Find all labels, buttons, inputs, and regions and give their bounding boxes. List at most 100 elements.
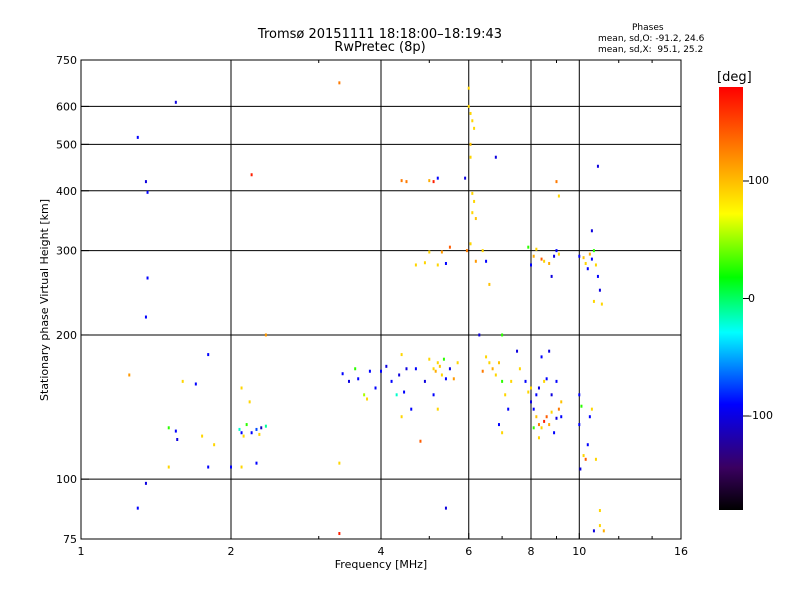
x-tick-label: 16 xyxy=(674,545,688,558)
data-point xyxy=(338,461,341,465)
data-point xyxy=(555,249,558,253)
data-point xyxy=(586,443,589,447)
data-point xyxy=(363,393,366,397)
data-point xyxy=(550,274,553,278)
data-point xyxy=(405,180,408,184)
data-point xyxy=(527,245,530,249)
y-tick-label: 750 xyxy=(56,54,77,67)
data-point xyxy=(555,180,558,184)
data-point xyxy=(432,393,435,397)
data-point xyxy=(338,81,341,85)
data-point xyxy=(338,532,341,536)
data-point xyxy=(535,415,538,419)
data-point xyxy=(194,382,197,386)
data-point xyxy=(548,349,551,353)
data-point xyxy=(207,353,210,357)
data-point xyxy=(540,355,543,359)
data-point xyxy=(596,274,599,278)
data-point xyxy=(240,465,243,469)
data-point xyxy=(588,415,591,419)
data-point xyxy=(144,315,147,319)
data-point xyxy=(594,457,597,461)
data-point xyxy=(598,288,601,292)
data-point xyxy=(469,142,472,146)
data-point xyxy=(452,377,455,381)
data-point xyxy=(532,254,535,258)
data-point xyxy=(440,250,443,254)
y-tick-label: 300 xyxy=(56,245,77,258)
data-point xyxy=(471,211,474,215)
data-point xyxy=(467,86,470,90)
data-point xyxy=(524,379,527,383)
x-tick-label: 8 xyxy=(528,545,535,558)
data-point xyxy=(557,407,560,411)
data-point xyxy=(588,252,591,256)
data-point xyxy=(501,431,504,435)
data-point xyxy=(414,367,417,371)
data-point xyxy=(550,410,553,414)
data-point xyxy=(553,431,556,435)
colorbar-tick-label: 100 xyxy=(748,174,769,187)
y-axis-label: Stationary phase Virtual Height [km] xyxy=(38,199,51,401)
data-point xyxy=(255,461,258,465)
data-point xyxy=(555,416,558,420)
data-point xyxy=(543,259,546,263)
y-tick-label: 75 xyxy=(63,533,77,546)
data-point xyxy=(557,194,560,198)
data-point xyxy=(485,259,488,263)
data-point xyxy=(144,180,147,184)
data-point xyxy=(598,509,601,513)
data-point xyxy=(469,111,472,115)
data-points xyxy=(128,81,605,536)
data-point xyxy=(167,465,170,469)
data-point xyxy=(545,377,548,381)
data-point xyxy=(469,155,472,159)
data-point xyxy=(436,263,439,267)
data-point xyxy=(598,524,601,528)
data-point xyxy=(146,190,149,194)
data-point xyxy=(582,454,585,458)
data-point xyxy=(504,393,507,397)
data-point xyxy=(550,393,553,397)
data-point xyxy=(136,135,139,139)
data-point xyxy=(436,361,439,365)
data-point xyxy=(240,431,243,435)
data-point xyxy=(347,379,350,383)
data-point xyxy=(423,379,426,383)
stats-o-mode: mean, sd,O: -91.2, 24.6 xyxy=(598,34,705,44)
data-point xyxy=(390,379,393,383)
data-point xyxy=(128,373,131,377)
data-point xyxy=(510,379,513,383)
y-tick-label: 600 xyxy=(56,100,77,113)
data-point xyxy=(543,379,546,383)
data-point xyxy=(428,250,431,254)
data-point xyxy=(501,333,504,337)
data-point xyxy=(518,367,521,371)
data-point xyxy=(507,407,510,411)
data-point xyxy=(213,443,216,447)
x-tick-label: 6 xyxy=(465,545,472,558)
data-point xyxy=(260,426,263,430)
data-point xyxy=(590,229,593,233)
data-point xyxy=(537,436,540,440)
x-axis-label: Frequency [MHz] xyxy=(335,558,427,571)
data-point xyxy=(400,353,403,357)
data-point xyxy=(167,426,170,430)
data-point xyxy=(264,424,267,428)
data-point xyxy=(442,357,445,361)
data-point xyxy=(548,261,551,265)
data-point xyxy=(488,282,491,286)
data-point xyxy=(578,393,581,397)
data-point xyxy=(201,434,204,438)
data-point xyxy=(181,379,184,383)
y-tick-label: 400 xyxy=(56,185,77,198)
data-point xyxy=(410,407,413,411)
data-point xyxy=(592,249,595,253)
data-point xyxy=(258,432,261,436)
data-point xyxy=(516,349,519,353)
data-point xyxy=(174,429,177,433)
data-point xyxy=(174,100,177,104)
x-tick-label: 10 xyxy=(572,545,586,558)
data-point xyxy=(428,357,431,361)
